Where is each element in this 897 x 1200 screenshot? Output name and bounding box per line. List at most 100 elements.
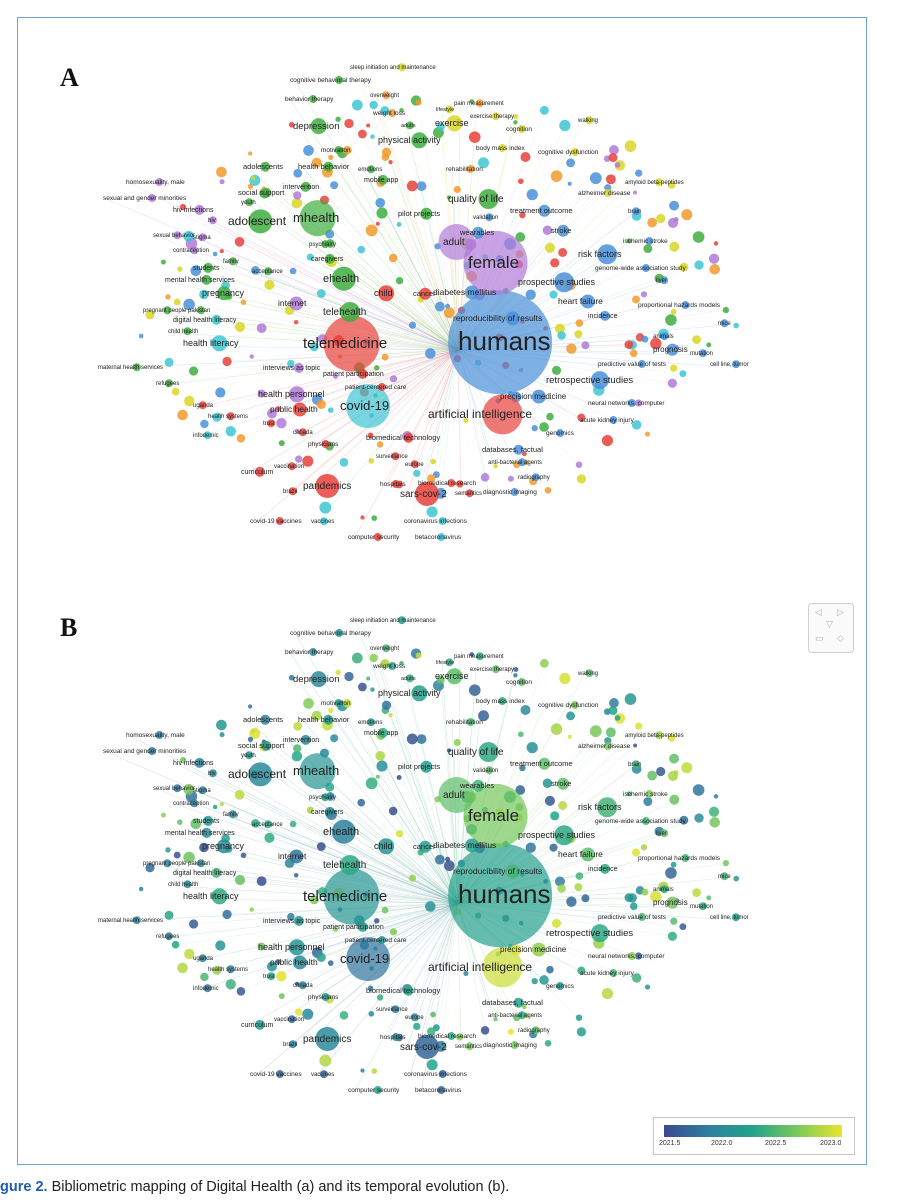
keyword-label: prognosis	[653, 898, 688, 907]
co-occurrence-link	[321, 349, 459, 405]
keyword-node	[679, 262, 689, 272]
keyword-node	[632, 848, 640, 857]
keyword-node	[629, 349, 638, 358]
keyword-node	[513, 667, 519, 672]
keyword-node	[609, 416, 618, 425]
keyword-node	[692, 784, 705, 796]
keyword-node	[627, 952, 636, 961]
keyword-label: hiv infections	[173, 760, 214, 767]
keyword-node	[406, 180, 418, 192]
keyword-node	[382, 644, 391, 653]
keyword-node	[375, 774, 380, 779]
keyword-node	[665, 867, 677, 879]
keyword-node	[173, 784, 182, 793]
keyword-label: psychiatry	[309, 795, 336, 801]
network-map-clusters: humans female adult telemedicine covid-19 art…	[38, 55, 858, 575]
keyword-node	[720, 319, 729, 328]
keyword-label: behavior therapy	[285, 649, 334, 656]
keyword-node	[357, 368, 368, 379]
keyword-node	[351, 99, 363, 111]
keyword-node	[608, 706, 618, 716]
co-occurrence-link	[440, 349, 459, 494]
keyword-label: diagnostic imaging	[483, 489, 537, 496]
keyword-node	[713, 241, 719, 246]
keyword-node	[323, 161, 334, 172]
co-occurrence-link	[431, 902, 459, 1065]
co-occurrence-link	[412, 185, 459, 351]
keyword-node	[713, 794, 719, 799]
keyword-node	[546, 965, 554, 974]
keyword-label: cancer	[413, 842, 436, 851]
keyword-node	[288, 121, 295, 128]
keyword-node	[360, 515, 365, 520]
keyword-node	[650, 337, 662, 350]
keyword-label: acute kidney injury	[580, 970, 635, 977]
keyword-node	[447, 1032, 456, 1041]
nav-left-icon[interactable]: ◁	[815, 608, 822, 618]
keyword-label: diabetes mellitus	[433, 840, 496, 850]
keyword-node	[365, 777, 378, 790]
keyword-label: computer security	[348, 1087, 400, 1094]
keyword-node	[245, 751, 254, 760]
keyword-node	[526, 742, 538, 754]
keyword-label: emotions	[358, 720, 382, 726]
keyword-node	[310, 671, 327, 688]
keyword-node	[667, 180, 676, 189]
keyword-node	[557, 224, 570, 237]
keyword-node	[198, 233, 207, 242]
keyword-node	[413, 1022, 421, 1031]
keyword-node	[631, 973, 642, 983]
keyword-node	[466, 165, 475, 174]
nav-fit-icon[interactable]: ▭	[815, 634, 824, 644]
keyword-node	[342, 145, 352, 155]
keyword-node	[292, 955, 307, 970]
keyword-node	[465, 1042, 474, 1051]
map-navigation-widget[interactable]: ◁ ▷ ▽ ▭ ◇	[808, 603, 854, 653]
keyword-node	[669, 200, 680, 211]
co-occurrence-link	[412, 738, 459, 904]
co-occurrence-link	[380, 202, 459, 351]
keyword-label: ehealth	[323, 826, 359, 838]
co-occurrence-link	[189, 857, 459, 904]
keyword-node	[644, 984, 651, 990]
keyword-node	[203, 262, 214, 273]
keyword-node	[316, 952, 326, 963]
keyword-node	[211, 335, 228, 352]
keyword-node	[287, 462, 296, 471]
keyword-node	[208, 216, 217, 225]
co-occurrence-link	[198, 238, 459, 351]
keyword-node	[427, 1027, 436, 1036]
keyword-node	[480, 473, 490, 482]
nav-right-icon[interactable]: ▷	[837, 608, 844, 618]
keyword-node	[293, 721, 303, 731]
keyword-label: hiv	[208, 218, 216, 224]
keyword-node	[448, 290, 553, 395]
keyword-node	[446, 195, 452, 200]
nav-down-icon[interactable]: ▽	[826, 620, 833, 630]
keyword-node	[219, 179, 225, 185]
keyword-node	[249, 907, 254, 912]
keyword-node	[590, 371, 609, 390]
co-occurrence-link	[263, 741, 459, 904]
co-occurrence-link	[248, 168, 459, 351]
keyword-node	[288, 1040, 297, 1049]
keyword-node	[216, 839, 231, 854]
keyword-node	[183, 298, 195, 311]
keyword-label: surveillance	[376, 1007, 408, 1013]
keyword-label: emotions	[358, 167, 382, 173]
co-occurrence-link	[161, 902, 459, 939]
co-occurrence-link	[198, 349, 459, 438]
keyword-node	[267, 972, 276, 981]
keyword-node	[294, 455, 303, 463]
keyword-node	[198, 954, 207, 963]
keyword-node	[155, 731, 164, 740]
keyword-node	[171, 940, 180, 949]
keyword-node	[641, 335, 649, 343]
nav-zoom-icon[interactable]: ◇	[837, 634, 844, 644]
keyword-label: patient-centered care	[345, 937, 407, 944]
co-occurrence-link	[420, 902, 459, 1093]
keyword-node	[575, 319, 584, 327]
keyword-node	[590, 924, 609, 943]
keyword-node	[415, 652, 422, 659]
keyword-node	[340, 855, 360, 875]
